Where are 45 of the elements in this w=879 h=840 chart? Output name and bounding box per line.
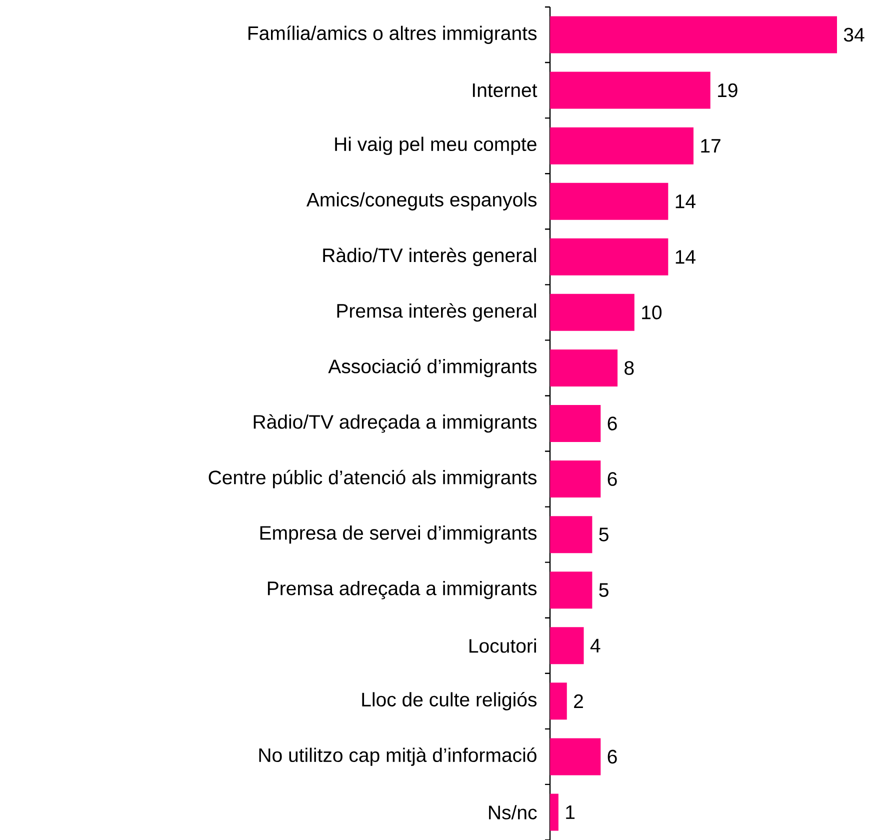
y-tick-label: Premsa interès general	[337, 303, 536, 322]
y-tick-label: Ràdio/TV adreçada a immigrants	[254, 414, 537, 433]
y-tick-label: Lloc de culte religiós	[362, 692, 537, 710]
bar	[550, 738, 601, 776]
data-label: 6	[608, 750, 617, 764]
data-label: 2	[574, 694, 583, 708]
y-tick-label: Ns/nc	[489, 805, 537, 820]
y-tick-label: Locutori	[470, 638, 536, 653]
y-tick-label: Hi vaig pel meu compte	[335, 136, 536, 155]
bar	[550, 627, 584, 664]
y-tick-label: Centre públic d’atenció als immigrants	[208, 470, 537, 488]
bar	[550, 682, 567, 720]
data-label: 4	[590, 638, 600, 652]
bar	[550, 794, 558, 831]
data-label: 6	[608, 416, 617, 430]
bar	[550, 294, 634, 331]
data-label: 19	[718, 83, 738, 98]
bar	[550, 572, 592, 609]
data-label: 17	[701, 139, 720, 153]
data-label: 8	[624, 361, 634, 375]
y-tick-label: Família/amics o altres immigrants	[248, 26, 537, 44]
bar	[550, 16, 837, 54]
y-tick-label: Premsa adreçada a immigrants	[268, 580, 537, 600]
data-label: 5	[599, 583, 608, 597]
bar	[550, 127, 694, 164]
data-label: 5	[599, 528, 608, 542]
bar	[550, 72, 710, 109]
y-tick-label: Empresa de servei d’immigrants	[260, 525, 537, 544]
data-label: 10	[642, 306, 662, 320]
bar	[550, 460, 601, 498]
y-tick-label: Internet	[472, 84, 538, 98]
bar	[550, 238, 668, 276]
y-tick-label: Amics/coneguts espanyols	[306, 192, 537, 210]
bar	[550, 349, 618, 386]
y-tick-label: Ràdio/TV interès general	[323, 248, 536, 266]
data-label: 34	[844, 28, 864, 42]
y-tick-label: No utilitzo cap mitjà d’informació	[259, 748, 536, 766]
bar	[550, 405, 601, 442]
data-label: 1	[566, 806, 575, 819]
data-label: 14	[676, 194, 696, 208]
y-tick-label: Associació d’immigrants	[328, 358, 537, 378]
bar	[550, 182, 668, 220]
bar	[550, 516, 592, 554]
data-label: 14	[676, 250, 696, 264]
data-label: 6	[608, 472, 617, 486]
